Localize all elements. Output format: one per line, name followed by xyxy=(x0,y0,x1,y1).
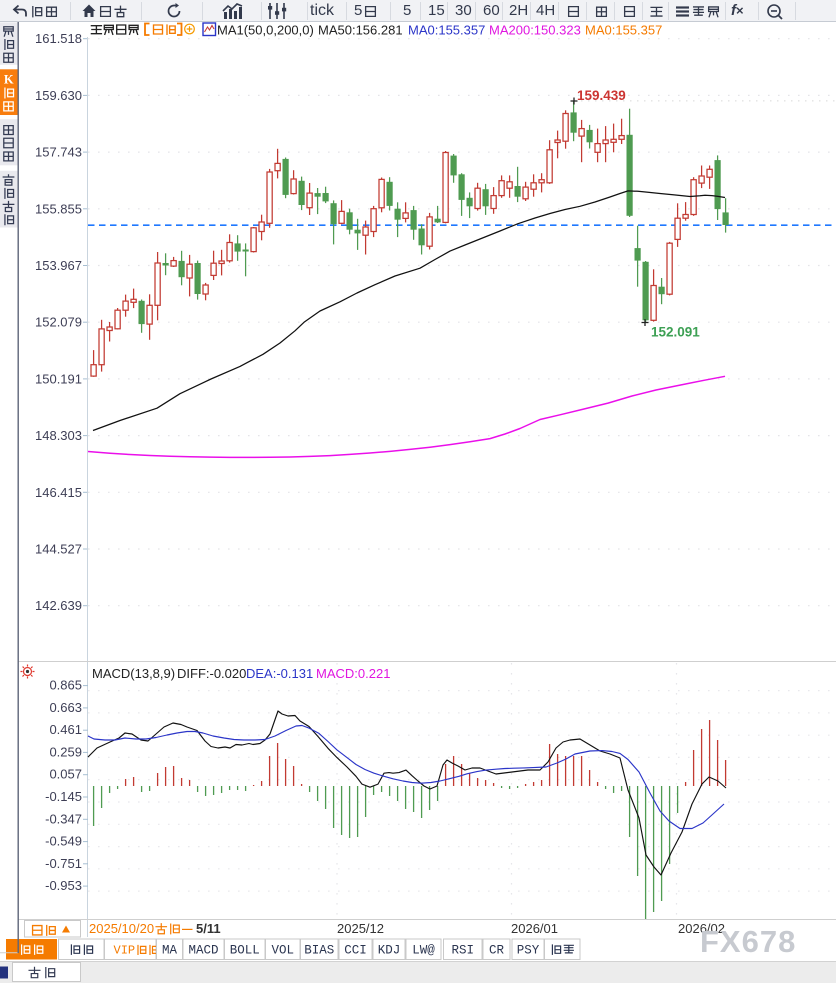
svg-text:148.303: 148.303 xyxy=(35,428,82,443)
svg-text:150.191: 150.191 xyxy=(35,371,82,386)
svg-text:K: K xyxy=(4,72,14,86)
svg-text:2025/10/20: 2025/10/20 xyxy=(89,921,154,936)
svg-text:LW@: LW@ xyxy=(412,944,435,958)
svg-text:VIP: VIP xyxy=(114,944,136,958)
svg-text:MACD: MACD xyxy=(188,944,218,958)
svg-text:-0.347: -0.347 xyxy=(45,811,82,826)
svg-text:KDJ: KDJ xyxy=(378,944,401,958)
svg-text:161.518: 161.518 xyxy=(35,31,82,46)
svg-text:MA1(50,0,200,0): MA1(50,0,200,0) xyxy=(217,23,314,38)
svg-text:-0.145: -0.145 xyxy=(45,789,82,804)
svg-text:0.663: 0.663 xyxy=(49,700,82,715)
svg-text:MA50:156.281: MA50:156.281 xyxy=(318,23,403,38)
svg-text:-0.953: -0.953 xyxy=(45,878,82,893)
svg-text:BIAS: BIAS xyxy=(304,944,334,958)
svg-text:MA0:155.357: MA0:155.357 xyxy=(408,23,485,38)
svg-text:142.639: 142.639 xyxy=(35,598,82,613)
svg-text:-0.751: -0.751 xyxy=(45,856,82,871)
svg-text:144.527: 144.527 xyxy=(35,542,82,557)
svg-text:0.057: 0.057 xyxy=(49,767,82,782)
svg-text:VOL: VOL xyxy=(272,944,295,958)
svg-text:MA200:150.323: MA200:150.323 xyxy=(489,23,581,38)
svg-text:MA0:155.357: MA0:155.357 xyxy=(585,23,662,38)
svg-text:153.967: 153.967 xyxy=(35,258,82,273)
svg-text:146.415: 146.415 xyxy=(35,485,82,500)
svg-text:MA: MA xyxy=(162,944,178,958)
svg-text:DIFF:-0.020: DIFF:-0.020 xyxy=(177,666,246,681)
svg-text:0.259: 0.259 xyxy=(49,744,82,759)
svg-text:CR: CR xyxy=(489,944,505,958)
svg-text:-0.549: -0.549 xyxy=(45,834,82,849)
svg-text:2026/01: 2026/01 xyxy=(511,921,558,936)
svg-text:2026/02: 2026/02 xyxy=(678,921,725,936)
svg-text:0.461: 0.461 xyxy=(49,722,82,737)
svg-text:159.439: 159.439 xyxy=(577,88,626,103)
svg-text:DEA:-0.131: DEA:-0.131 xyxy=(246,666,313,681)
svg-text:MACD:0.221: MACD:0.221 xyxy=(316,666,390,681)
svg-text:5/11: 5/11 xyxy=(196,921,221,936)
svg-text:159.630: 159.630 xyxy=(35,88,82,103)
svg-text:MACD(13,8,9): MACD(13,8,9) xyxy=(92,666,175,681)
svg-text:CCI: CCI xyxy=(344,944,367,958)
svg-text:2025/12: 2025/12 xyxy=(337,921,384,936)
svg-text:155.855: 155.855 xyxy=(35,201,82,216)
svg-text:PSY: PSY xyxy=(517,944,540,958)
svg-text:RSI: RSI xyxy=(452,944,475,958)
svg-text:BOLL: BOLL xyxy=(230,944,260,958)
svg-text:FX678: FX678 xyxy=(700,924,796,959)
svg-text:152.091: 152.091 xyxy=(651,325,700,340)
svg-text:157.743: 157.743 xyxy=(35,145,82,160)
svg-text:152.079: 152.079 xyxy=(35,315,82,330)
svg-text:0.865: 0.865 xyxy=(49,678,82,693)
